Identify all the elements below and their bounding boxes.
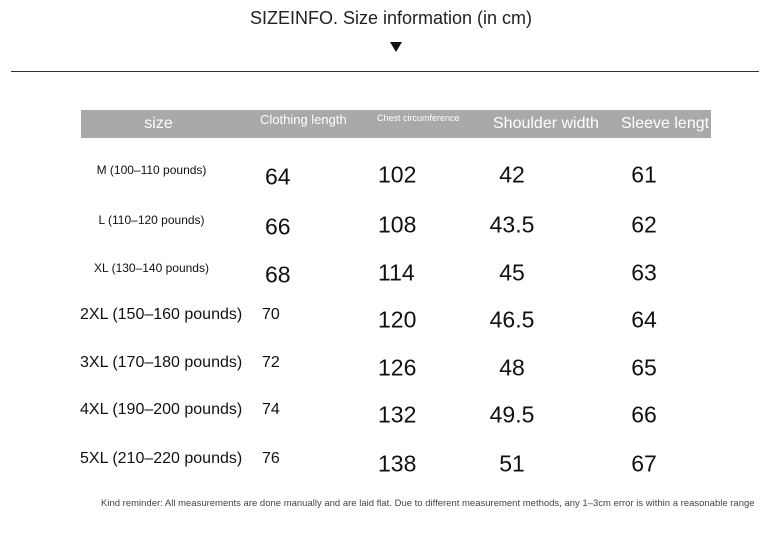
column-header: Sleeve lengt [621, 115, 710, 132]
cell-value: 114 [378, 259, 415, 286]
cell-value: 74 [262, 401, 280, 418]
cell-value: 102 [378, 161, 417, 188]
cell-value: 72 [262, 354, 280, 371]
cell-value: 42 [499, 161, 525, 188]
divider [11, 71, 759, 72]
title: SIZEINFO. Size information (in cm) [249, 8, 533, 28]
note: Kind reminder: All measurements are done… [101, 498, 755, 509]
size-label: M (100–110 pounds) [96, 163, 207, 177]
column-header: Shoulder width [493, 115, 599, 132]
size-label: 5XL (210–220 pounds) [80, 450, 243, 467]
cell-value: 70 [262, 306, 280, 323]
cell-value: 138 [378, 450, 417, 477]
cell-value: 48 [499, 354, 525, 381]
cell-value: 66 [631, 401, 657, 428]
column-header: Clothing length [260, 112, 347, 127]
size-label: 3XL (170–180 pounds) [80, 354, 243, 371]
cell-value: 120 [378, 306, 417, 333]
cell-value: 126 [378, 354, 417, 381]
table-header: size Clothing length Chest circumference Sh… [81, 110, 711, 138]
cell-value: 61 [631, 161, 657, 188]
cell-value: 62 [631, 211, 657, 238]
cell-value: 76 [262, 450, 280, 467]
size-label: 2XL (150–160 pounds) [80, 306, 243, 323]
cell-value: 64 [265, 163, 291, 190]
column-header: size [144, 115, 173, 132]
size-label: L (110–120 pounds) [98, 213, 205, 227]
cell-value: 65 [631, 354, 657, 381]
cell-value: 108 [378, 211, 417, 238]
cell-value: 45 [499, 259, 525, 286]
column-header: Chest circumference [377, 113, 460, 123]
cell-value: 132 [378, 401, 417, 428]
cell-value: 68 [265, 261, 291, 288]
size-label: 4XL (190–200 pounds) [80, 401, 243, 418]
cell-value: 63 [631, 259, 657, 286]
cell-value: 49.5 [489, 401, 535, 428]
cell-value: 51 [499, 450, 525, 477]
cell-value: 67 [631, 450, 657, 477]
size-label: XL (130–140 pounds) [94, 261, 209, 275]
cell-value: 64 [631, 306, 657, 333]
cell-value: 66 [265, 213, 291, 240]
down-arrow [390, 42, 402, 52]
cell-value: 43.5 [489, 211, 535, 238]
cell-value: 46.5 [489, 306, 535, 333]
